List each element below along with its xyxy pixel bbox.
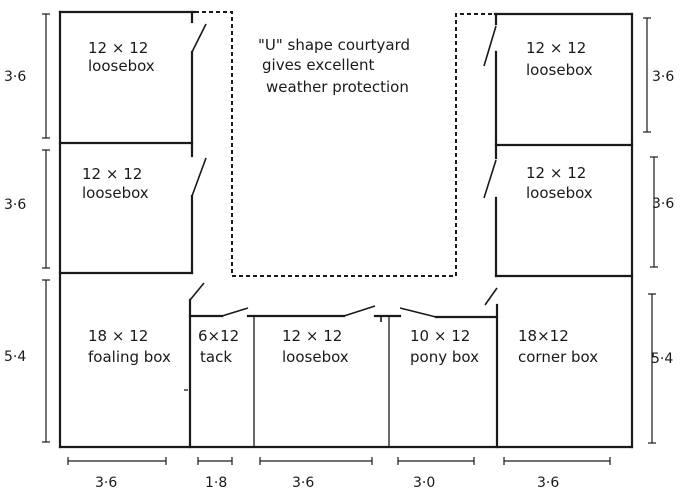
dim-bottom-3: 3·6 xyxy=(292,475,314,491)
dim-bottom-4: 3·0 xyxy=(413,475,435,491)
room-center-size: 12 × 12 xyxy=(282,327,342,345)
room-foaling-size: 18 × 12 xyxy=(88,327,148,345)
room-pony-size: 10 × 12 xyxy=(410,327,470,345)
courtyard-text: "U" shape courtyard gives excellent weat… xyxy=(258,36,410,96)
room-top-right-size: 12 × 12 xyxy=(526,39,586,57)
dim-right-2: 3·6 xyxy=(652,196,674,212)
dim-bottom-2: 1·8 xyxy=(205,475,227,491)
room-foaling-type: foaling box xyxy=(88,348,171,366)
door-bottom-left xyxy=(189,282,205,301)
outer-walls xyxy=(58,10,634,449)
dim-bottom-5: 3·6 xyxy=(537,475,559,491)
room-labels: 12 × 12 loosebox 12 × 12 loosebox 18 × 1… xyxy=(82,39,598,366)
room-pony-type: pony box xyxy=(410,348,479,366)
room-mid-left-type: loosebox xyxy=(82,184,149,202)
room-top-left-size: 12 × 12 xyxy=(88,39,148,57)
doors xyxy=(189,23,498,322)
courtyard-line-2: gives excellent xyxy=(262,56,375,74)
door-mid-right xyxy=(483,159,497,199)
room-top-right-type: loosebox xyxy=(526,61,593,79)
door-top-left xyxy=(191,23,207,53)
left-wing-walls xyxy=(58,10,194,275)
room-corner-size: 18×12 xyxy=(518,327,569,345)
door-center xyxy=(343,305,376,317)
door-mid-left xyxy=(191,157,207,197)
bottom-row-walls xyxy=(184,298,499,449)
door-tack xyxy=(221,307,249,317)
room-corner-type: corner box xyxy=(518,348,598,366)
door-corner xyxy=(484,287,498,306)
dim-right-3: 5·4 xyxy=(651,351,673,367)
door-pony xyxy=(399,307,437,318)
dim-right-1: 3·6 xyxy=(652,69,674,85)
courtyard-line-3: weather protection xyxy=(266,78,409,96)
room-top-left-type: loosebox xyxy=(88,57,155,75)
courtyard-line-1: "U" shape courtyard xyxy=(258,36,410,54)
right-dimensions: 3·6 3·6 5·4 xyxy=(643,17,674,444)
room-mid-right-size: 12 × 12 xyxy=(526,164,586,182)
left-dimensions: 3·6 3·6 5·4 xyxy=(4,13,50,443)
courtyard-outline xyxy=(195,11,496,277)
dim-bottom-1: 3·6 xyxy=(95,475,117,491)
dim-left-1: 3·6 xyxy=(4,69,26,85)
room-tack-type: tack xyxy=(200,348,232,366)
room-tack-size: 6×12 xyxy=(198,327,239,345)
room-mid-right-type: loosebox xyxy=(526,184,593,202)
right-wing-walls xyxy=(494,12,634,278)
room-mid-left-size: 12 × 12 xyxy=(82,165,142,183)
dim-left-3: 5·4 xyxy=(4,349,26,365)
dim-left-2: 3·6 xyxy=(4,197,26,213)
bottom-dimensions: 3·6 1·8 3·6 3·0 3·6 xyxy=(67,457,611,491)
room-center-type: loosebox xyxy=(282,348,349,366)
door-top-right xyxy=(483,25,497,67)
